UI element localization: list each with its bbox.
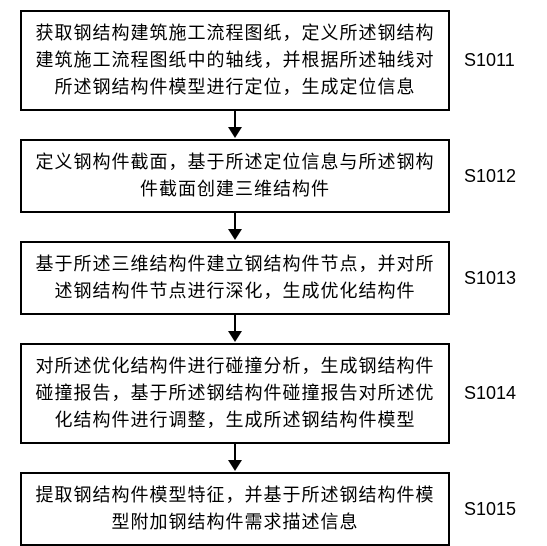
arrow-down-icon	[225, 213, 245, 241]
step-box: 对所述优化结构件进行碰撞分析，生成钢结构件碰撞报告，基于所述钢结构件碰撞报告对所…	[20, 343, 450, 444]
step-box: 提取钢结构件模型特征，并基于所述钢结构件模型附加钢结构件需求描述信息	[20, 472, 450, 546]
arrow-down-icon	[225, 444, 245, 472]
step-label: S1012	[464, 166, 516, 187]
step-label: S1011	[464, 50, 515, 71]
flow-step: 定义钢构件截面，基于所述定位信息与所述钢构件截面创建三维结构件 S1012	[20, 139, 530, 213]
flow-step: 对所述优化结构件进行碰撞分析，生成钢结构件碰撞报告，基于所述钢结构件碰撞报告对所…	[20, 343, 530, 444]
step-label: S1014	[464, 383, 516, 404]
arrow-down-icon	[225, 315, 245, 343]
flow-step: 获取钢结构建筑施工流程图纸，定义所述钢结构建筑施工流程图纸中的轴线，并根据所述轴…	[20, 10, 530, 111]
arrow-down-icon	[225, 111, 245, 139]
step-box: 获取钢结构建筑施工流程图纸，定义所述钢结构建筑施工流程图纸中的轴线，并根据所述轴…	[20, 10, 450, 111]
step-label: S1013	[464, 268, 516, 289]
flow-step: 提取钢结构件模型特征，并基于所述钢结构件模型附加钢结构件需求描述信息 S1015	[20, 472, 530, 546]
flow-arrow	[20, 111, 450, 139]
step-text: 定义钢构件截面，基于所述定位信息与所述钢构件截面创建三维结构件	[34, 149, 436, 203]
step-text: 提取钢结构件模型特征，并基于所述钢结构件模型附加钢结构件需求描述信息	[34, 482, 436, 536]
flow-arrow	[20, 213, 450, 241]
flow-arrow	[20, 444, 450, 472]
flowchart-container: 获取钢结构建筑施工流程图纸，定义所述钢结构建筑施工流程图纸中的轴线，并根据所述轴…	[20, 10, 530, 546]
step-label: S1015	[464, 499, 516, 520]
step-text: 基于所述三维结构件建立钢结构件节点，并对所述钢结构件节点进行深化，生成优化结构件	[34, 251, 436, 305]
step-text: 对所述优化结构件进行碰撞分析，生成钢结构件碰撞报告，基于所述钢结构件碰撞报告对所…	[34, 353, 436, 434]
flow-step: 基于所述三维结构件建立钢结构件节点，并对所述钢结构件节点进行深化，生成优化结构件…	[20, 241, 530, 315]
step-box: 定义钢构件截面，基于所述定位信息与所述钢构件截面创建三维结构件	[20, 139, 450, 213]
step-box: 基于所述三维结构件建立钢结构件节点，并对所述钢结构件节点进行深化，生成优化结构件	[20, 241, 450, 315]
flow-arrow	[20, 315, 450, 343]
step-text: 获取钢结构建筑施工流程图纸，定义所述钢结构建筑施工流程图纸中的轴线，并根据所述轴…	[34, 20, 436, 101]
